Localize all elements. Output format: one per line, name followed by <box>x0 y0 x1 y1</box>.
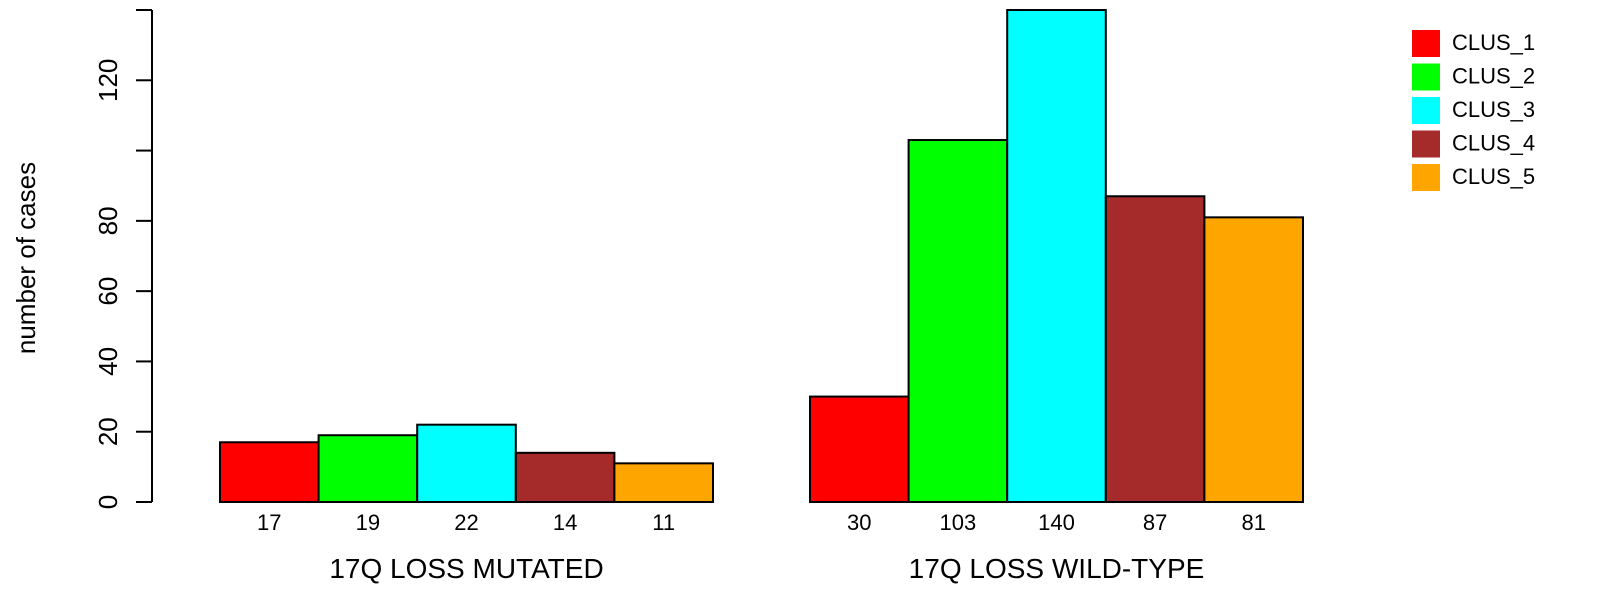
legend-label: CLUS_3 <box>1452 97 1535 122</box>
bar-clus-4-group-2 <box>1104 195 1206 503</box>
legend-swatch <box>1412 63 1440 91</box>
bar-clus-5-group-1 <box>613 462 715 504</box>
y-axis: 0 20 40 60 80 120 <box>93 9 153 509</box>
bar-clus-2-group-1 <box>317 434 419 504</box>
legend-label: CLUS_4 <box>1452 130 1535 155</box>
bar-clus-3-group-2 <box>1006 9 1107 503</box>
legend-label: CLUS_5 <box>1452 164 1535 189</box>
bar-count-label: 17 <box>257 510 281 535</box>
y-tick-label: 120 <box>93 59 123 102</box>
bar-clus-5-group-2 <box>1203 216 1305 503</box>
y-tick-label: 40 <box>93 347 123 376</box>
bar-count-label: 22 <box>454 510 478 535</box>
bar-count-label: 11 <box>652 510 675 535</box>
legend-swatch <box>1412 130 1440 158</box>
bar-count-label: 81 <box>1241 510 1265 535</box>
group-labels: 17Q LOSS MUTATED 17Q LOSS WILD-TYPE <box>329 553 1204 584</box>
legend-swatch <box>1412 164 1440 191</box>
bar-count-label: 30 <box>847 510 871 535</box>
legend-swatch <box>1412 30 1440 57</box>
bar-count-label: 140 <box>1038 510 1075 535</box>
bar-count-label: 103 <box>940 510 977 535</box>
bar-clus-4-group-1 <box>514 451 616 503</box>
y-axis-label: number of cases <box>11 162 41 354</box>
legend-swatch <box>1412 97 1440 124</box>
group-label: 17Q LOSS WILD-TYPE <box>909 553 1205 584</box>
y-tick-label: 60 <box>93 277 123 306</box>
y-tick-label: 0 <box>93 495 123 509</box>
count-labels: 17 19 22 14 11 30 103 140 87 81 <box>257 510 1266 535</box>
y-tick-label: 80 <box>93 206 123 235</box>
y-tick-label: 20 <box>93 417 123 446</box>
group-label: 17Q LOSS MUTATED <box>329 553 603 584</box>
bars <box>219 9 1305 504</box>
bar-count-label: 19 <box>356 510 380 535</box>
legend-label: CLUS_2 <box>1452 63 1535 88</box>
bar-clus-1-group-1 <box>219 441 320 503</box>
bar-count-label: 14 <box>553 510 577 535</box>
bar-count-label: 87 <box>1143 510 1167 535</box>
bar-clus-1-group-2 <box>809 395 910 504</box>
legend-label: CLUS_1 <box>1452 30 1535 55</box>
legend: CLUS_1 CLUS_2 CLUS_3 CLUS_4 CLUS_5 <box>1412 30 1535 191</box>
bar-clus-2-group-2 <box>907 139 1009 503</box>
bar-clus-3-group-1 <box>416 423 517 503</box>
